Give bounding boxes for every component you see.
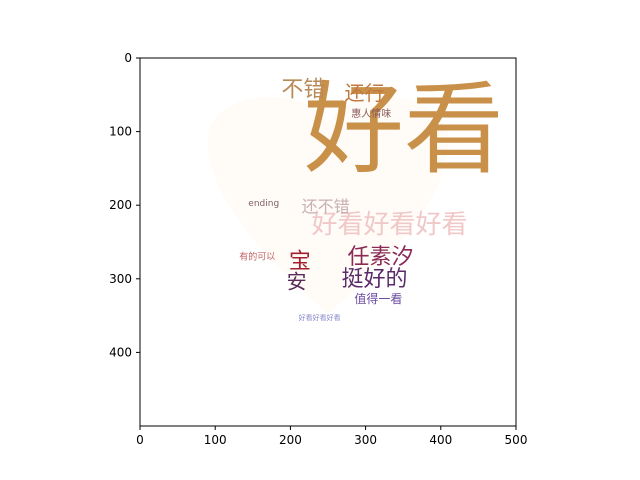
x-tick-label-0: 0 <box>136 433 144 447</box>
y-tick-label-300: 300 <box>109 272 132 286</box>
y-tick-label-0: 0 <box>124 51 132 65</box>
x-tick-label-300: 300 <box>354 433 377 447</box>
word-3: 不错 <box>281 77 325 102</box>
y-tick-label-100: 100 <box>109 125 132 139</box>
word-12: 惠人情味 <box>351 107 391 120</box>
x-axis: 0 100 200 300 400 500 <box>136 426 527 447</box>
word-14: 好看好看好看 <box>299 313 341 322</box>
word-2: 好看好看好看 <box>311 210 467 240</box>
word-6: 挺好的 <box>342 267 408 292</box>
x-tick-label-200: 200 <box>279 433 302 447</box>
word-4: 还行 <box>345 81 385 105</box>
x-tick-label-100: 100 <box>204 433 227 447</box>
word-13: ending <box>248 199 279 209</box>
word-7: 还不错 <box>302 197 350 216</box>
y-tick-label-200: 200 <box>109 198 132 212</box>
word-9: 有的可以 <box>239 251 275 263</box>
word-1: 好看 <box>304 71 504 188</box>
word-10: 宝 <box>289 249 311 274</box>
y-tick-label-400: 400 <box>109 345 132 359</box>
x-tick-label-400: 400 <box>429 433 452 447</box>
word-5: 任素汐 <box>348 245 414 270</box>
word-8: 值得一看 <box>354 291 402 306</box>
y-axis: 0 100 200 300 400 <box>109 51 140 359</box>
word-11: 安 <box>287 269 307 293</box>
heart-shape <box>207 96 449 314</box>
x-tick-label-500: 500 <box>505 433 528 447</box>
